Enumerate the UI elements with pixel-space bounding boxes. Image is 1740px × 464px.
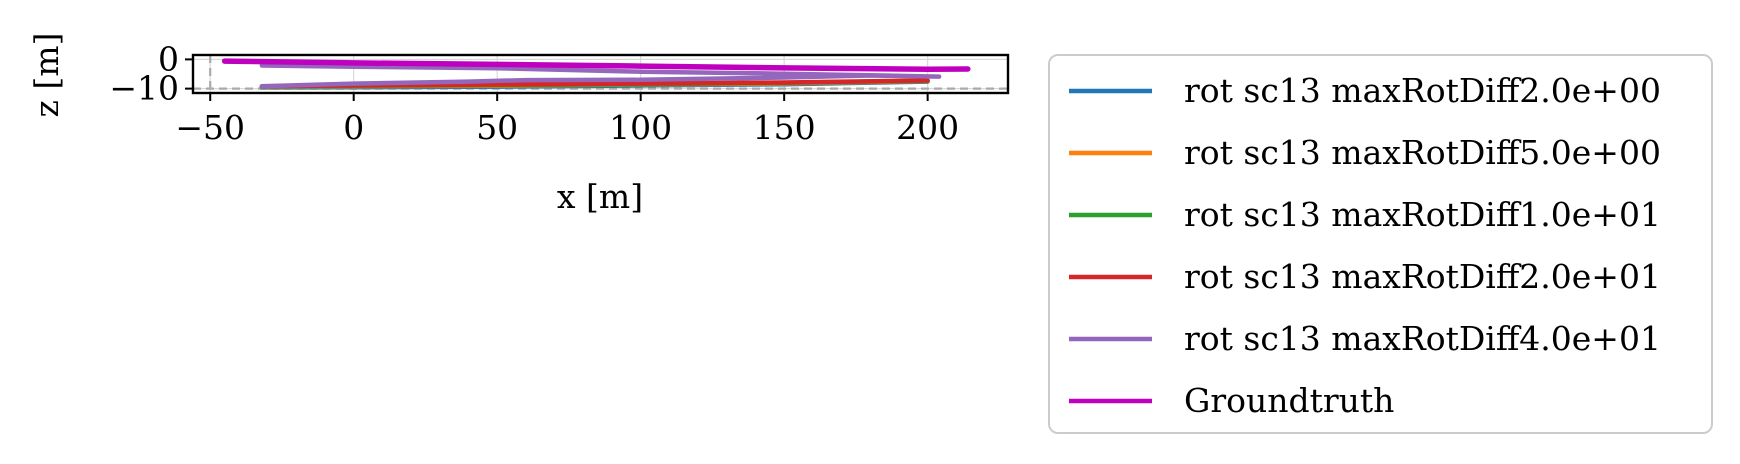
legend-label-1: rot sc13 maxRotDiff2.0e+00 bbox=[1184, 71, 1661, 110]
x-tick-label: 200 bbox=[896, 108, 959, 147]
x-tick-label: 50 bbox=[476, 108, 518, 147]
legend-label-6: Groundtruth bbox=[1184, 381, 1394, 420]
x-axis-label: x [m] bbox=[557, 177, 643, 216]
x-tick-label: 150 bbox=[753, 108, 816, 147]
plot-frame bbox=[191, 53, 1010, 95]
series-line-6 bbox=[221, 58, 971, 73]
x-tick-label: 0 bbox=[343, 108, 364, 147]
x-tick-label: 100 bbox=[609, 108, 672, 147]
legend: rot sc13 maxRotDiff2.0e+00 rot sc13 maxRo… bbox=[1048, 54, 1713, 434]
data-series-group bbox=[221, 58, 971, 90]
legend-label-3: rot sc13 maxRotDiff1.0e+01 bbox=[1184, 195, 1661, 234]
y-tick-label: 0 bbox=[158, 39, 179, 78]
legend-label-2: rot sc13 maxRotDiff5.0e+00 bbox=[1184, 133, 1661, 172]
y-tick-label: −10 bbox=[109, 69, 179, 108]
x-tick-label: −50 bbox=[175, 108, 245, 147]
legend-label-4: rot sc13 maxRotDiff2.0e+01 bbox=[1184, 257, 1661, 296]
legend-label-5: rot sc13 maxRotDiff4.0e+01 bbox=[1184, 319, 1661, 358]
y-axis-label: z [m] bbox=[27, 33, 66, 118]
series-line-5 bbox=[259, 63, 942, 89]
legend-box bbox=[1048, 54, 1713, 434]
